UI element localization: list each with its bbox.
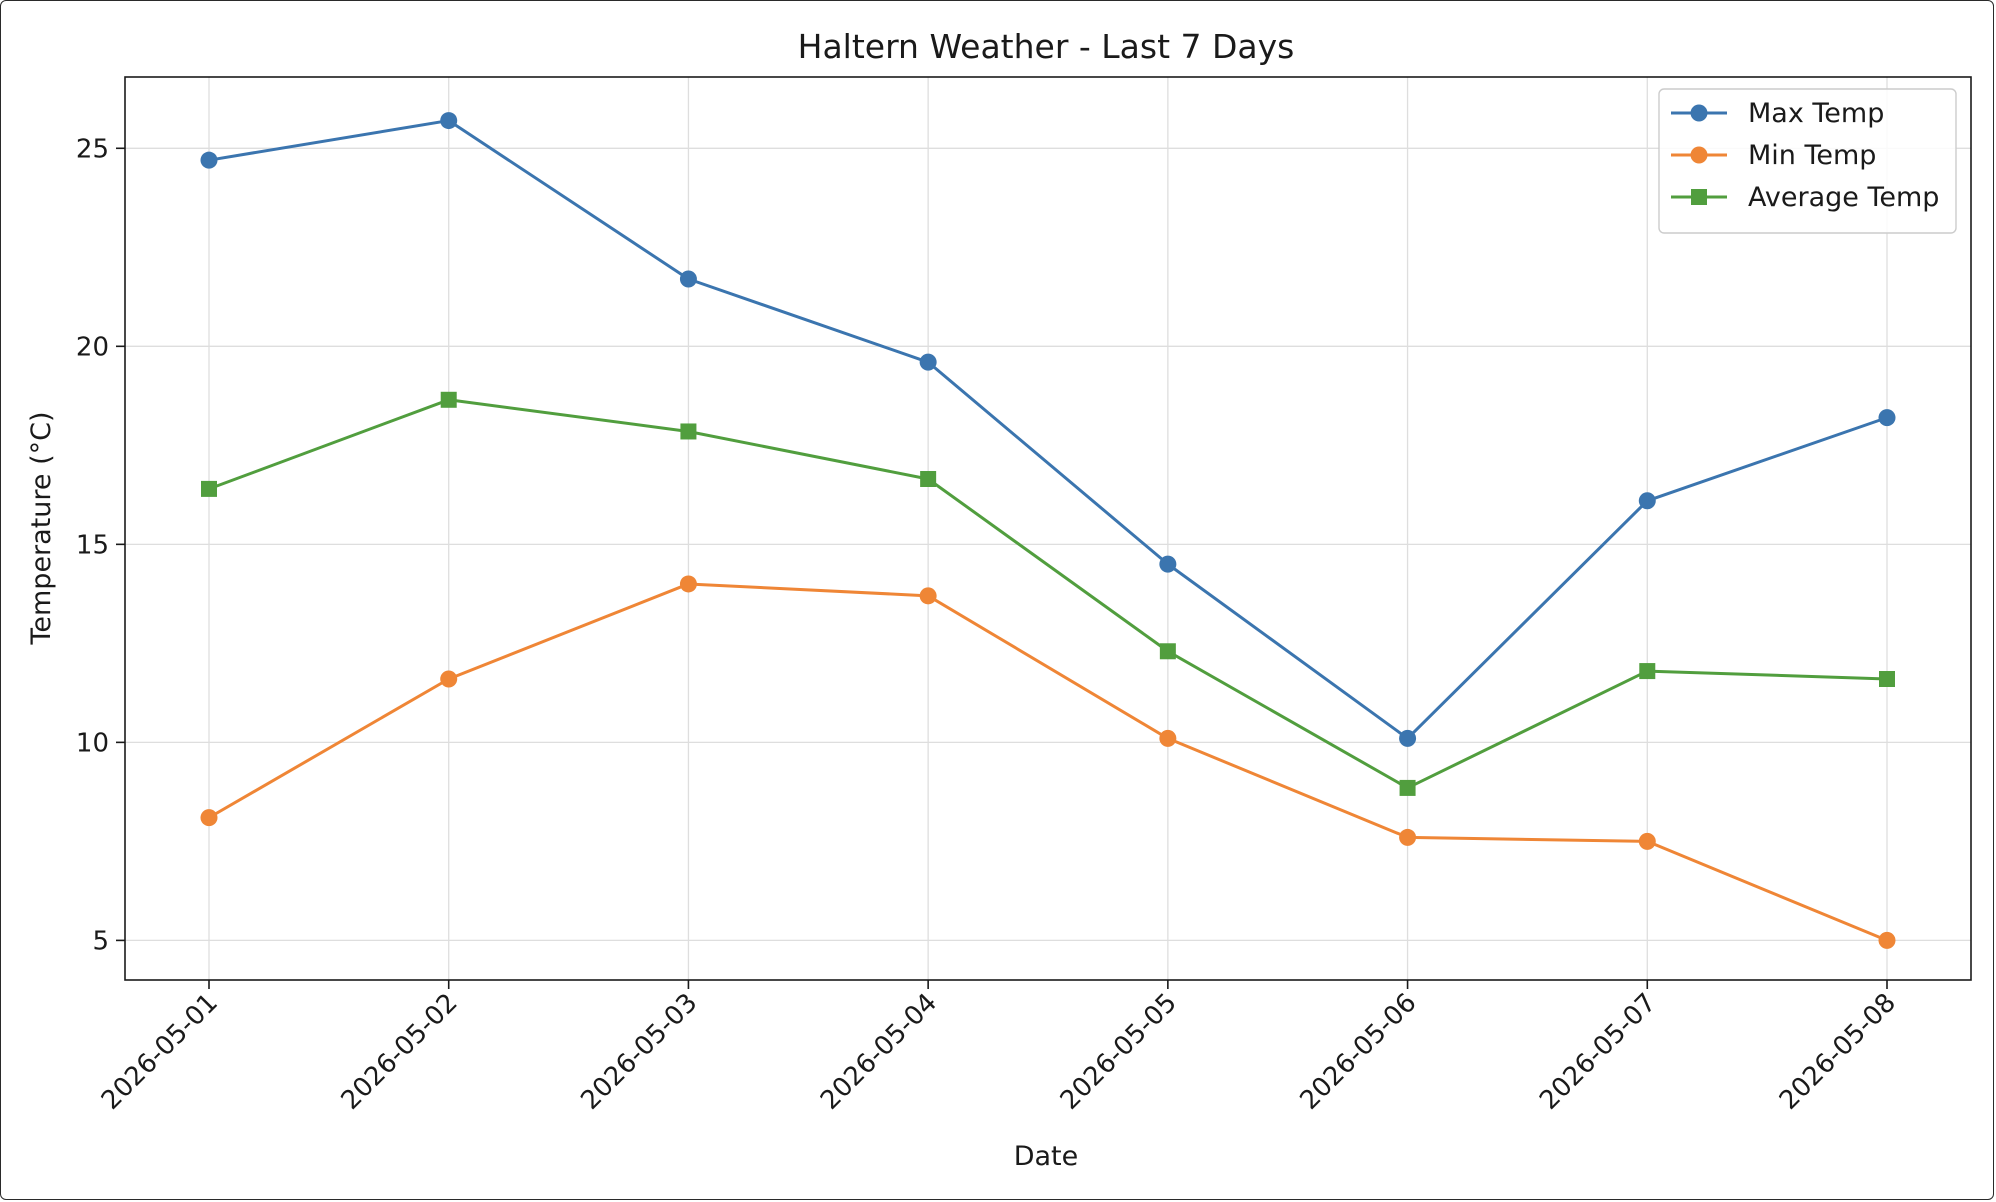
legend-item-min-temp: Min Temp	[1671, 140, 1876, 171]
series-line-max-temp	[207, 119, 1889, 740]
y-tick-label: 10	[76, 728, 109, 758]
data-point	[920, 470, 937, 487]
series-line-average-temp	[207, 398, 1889, 790]
x-tick-label: 2026-05-06	[1294, 988, 1422, 1116]
x-tick-label: 2026-05-02	[336, 988, 464, 1116]
y-tick-label: 15	[76, 530, 109, 560]
legend-marker	[1691, 189, 1707, 205]
x-tick-label: 2026-05-03	[575, 988, 703, 1116]
x-tick-label: 2026-05-07	[1534, 988, 1662, 1116]
data-point	[679, 270, 697, 288]
legend-label: Average Temp	[1748, 182, 1939, 213]
legend-marker	[1690, 104, 1708, 122]
data-point	[1399, 729, 1417, 747]
y-tick-label: 5	[92, 926, 109, 956]
x-tick-label: 2026-05-05	[1055, 988, 1183, 1116]
data-point	[1159, 555, 1177, 573]
data-point	[1399, 779, 1416, 796]
legend-item-max-temp: Max Temp	[1671, 98, 1884, 129]
grid	[125, 77, 1971, 980]
legend-label: Min Temp	[1748, 140, 1876, 171]
data-point	[440, 670, 458, 688]
legend-item-average-temp: Average Temp	[1671, 182, 1939, 213]
data-point	[1638, 832, 1656, 850]
y-axis-title: Temperature (°C)	[26, 411, 57, 645]
x-tick-label: 2026-05-01	[96, 988, 224, 1116]
chart-title: Haltern Weather - Last 7 Days	[798, 27, 1295, 66]
data-point	[919, 353, 937, 371]
x-axis-title: Date	[1014, 1141, 1079, 1172]
data-point	[1878, 931, 1896, 949]
data-point	[1399, 828, 1417, 846]
legend-marker	[1690, 146, 1708, 164]
series-min-temp	[200, 575, 1896, 949]
legend-label: Max Temp	[1748, 98, 1884, 129]
data-point	[201, 480, 217, 497]
y-tick-label: 20	[76, 332, 109, 362]
series-max-temp	[200, 112, 1896, 747]
data-point	[680, 423, 697, 440]
data-point	[1159, 643, 1176, 660]
data-point	[1638, 492, 1656, 510]
data-point	[679, 575, 697, 593]
x-tick-label: 2026-05-04	[815, 988, 943, 1116]
legend: Max Temp Min Temp Average Temp	[1658, 88, 1957, 234]
data-point	[919, 587, 937, 605]
plot-frame	[124, 76, 1972, 981]
y-tick-label: 25	[76, 134, 109, 164]
x-tick-label: 2026-05-08	[1774, 988, 1902, 1116]
data-point	[200, 809, 218, 827]
x-axis: 2026-05-01 2026-05-02 2026-05-03 2026-05-04…	[96, 980, 1902, 1116]
y-axis: 5 10 15 20 25	[76, 134, 125, 956]
series-line-min-temp	[207, 582, 1889, 942]
series-average-temp	[201, 391, 1895, 796]
data-point	[1639, 663, 1656, 680]
data-point	[1879, 671, 1895, 687]
data-point	[1878, 409, 1896, 427]
series-layer	[200, 112, 1896, 949]
legend-frame	[1658, 88, 1957, 234]
data-point	[440, 391, 457, 408]
data-point	[200, 151, 218, 169]
data-point	[440, 112, 458, 130]
data-point	[1159, 729, 1177, 747]
